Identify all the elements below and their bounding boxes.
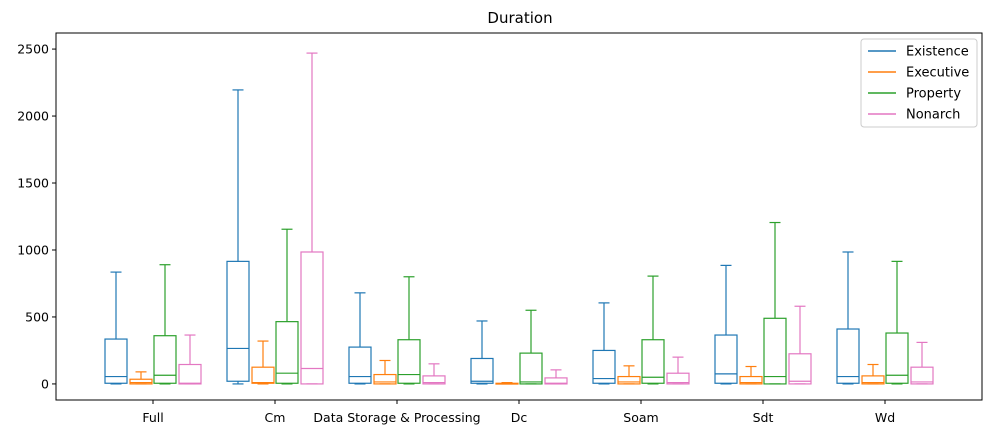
x-tick-label: Sdt	[753, 410, 774, 425]
legend-box	[860, 38, 978, 128]
box-body	[617, 375, 641, 385]
y-tick-label: 2000	[17, 109, 49, 124]
box-body	[470, 357, 494, 384]
y-tick-label: 1500	[17, 176, 49, 191]
chart-title: Duration	[487, 9, 552, 27]
box-body	[861, 375, 885, 385]
box-body	[348, 346, 372, 384]
legend-label: Executive	[906, 66, 969, 81]
box-body	[422, 375, 446, 385]
box-body	[763, 317, 787, 385]
x-tick-label: Cm	[265, 410, 286, 425]
y-tick-label: 1000	[17, 242, 49, 257]
x-tick-label: Dc	[511, 410, 528, 425]
plot-area: 0 500 1000 1500 2000 2500 Full Cm Data Storage &…	[17, 32, 983, 425]
box-body	[788, 353, 812, 385]
box-body	[544, 377, 568, 385]
box-body	[373, 373, 397, 385]
box-body	[666, 372, 690, 385]
box-body	[300, 251, 324, 385]
box-body	[519, 352, 543, 385]
box-body	[714, 334, 738, 384]
box-body	[739, 375, 763, 385]
legend-label: Existence	[906, 45, 969, 60]
box-body	[178, 363, 202, 385]
x-tick-label: Soam	[623, 410, 658, 425]
x-tick-label: Data Storage & Processing	[313, 410, 480, 425]
y-tick-label: 2500	[17, 42, 49, 57]
box-body	[592, 349, 616, 384]
box-body	[641, 339, 665, 384]
y-tick-label: 500	[25, 309, 49, 324]
box-body	[397, 339, 421, 384]
box-body	[885, 332, 909, 384]
x-tick-label: Full	[142, 410, 163, 425]
legend-label: Property	[906, 87, 961, 102]
box-body	[836, 328, 860, 384]
box-body	[251, 366, 275, 384]
box-body	[153, 335, 177, 384]
box-body	[226, 260, 250, 382]
legend-label: Nonarch	[906, 108, 960, 123]
box-body	[129, 378, 153, 385]
box-body	[104, 338, 128, 384]
box-body	[910, 366, 934, 385]
box-body	[275, 321, 299, 384]
y-tick-label: 0	[41, 376, 49, 391]
x-tick-label: Wd	[875, 410, 895, 425]
